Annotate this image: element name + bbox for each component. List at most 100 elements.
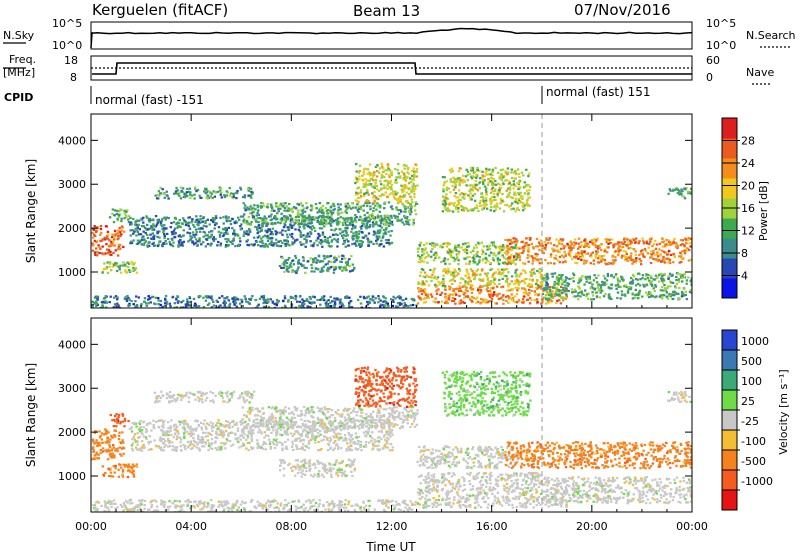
echo-cell [120,220,123,223]
echo-cell [612,244,615,247]
echo-cell [392,190,395,193]
echo-cell [652,242,656,245]
echo-cell [566,282,569,285]
echo-cell [465,184,468,187]
echo-cell [205,238,209,241]
echo-cell [362,185,365,189]
echo-cell [113,456,116,459]
echo-cell [360,306,364,308]
echo-cell [384,297,387,300]
echo-cell [527,247,530,250]
echo-cell [418,245,422,248]
echo-cell [445,189,449,192]
echo-cell [190,236,193,239]
echo-cell [310,270,313,273]
echo-cell [491,183,494,187]
echo-cell [505,250,508,253]
echo-cell [357,186,361,189]
echo-cell [109,455,112,458]
echo-cell [422,282,425,285]
echo-cell [422,260,426,263]
echo-cell [555,301,558,304]
echo-cell [360,244,364,247]
echo-cell [443,181,446,184]
echo-cell [577,237,581,240]
echo-cell [409,208,412,211]
echo-cell [523,245,526,248]
echo-cell [470,177,474,180]
echo-cell [471,207,474,211]
echo-cell [263,234,267,237]
echo-cell [516,289,519,292]
echo-cell [194,228,198,231]
echo-cell [455,274,458,277]
echo-cell [680,188,683,191]
echo-cell [250,196,253,199]
echo-cell [572,274,576,277]
echo-cell [285,240,288,243]
echo-cell [513,169,517,172]
echo-cell [463,301,466,304]
echo-cell [127,266,130,269]
echo-cell [599,284,602,287]
echo-cell [261,242,264,245]
echo-cell [660,277,663,280]
echo-cell [424,276,427,279]
echo-cell [130,260,133,263]
echo-cell [562,289,565,292]
echo-cell [465,256,469,259]
echo-cell [656,259,659,262]
nsky-tick-bottom: 10^0 [52,39,82,52]
echo-cell [471,270,474,273]
echo-cell [132,268,135,271]
echo-cell [437,301,440,304]
echo-cell [384,214,387,217]
echo-cell [336,297,339,300]
echo-cell [376,238,379,241]
echo-cell [505,262,508,265]
echo-cell [454,258,457,261]
echo-cell [473,171,477,174]
echo-cell [237,216,240,219]
echo-cell [317,232,320,235]
echo-cell [448,295,451,298]
echo-cell [248,229,252,232]
echo-cell [570,248,573,251]
echo-cell [333,238,336,241]
echo-cell [471,284,474,287]
echo-cell [670,297,674,300]
echo-cell [545,281,548,284]
echo-cell [294,254,297,258]
echo-cell [656,253,659,256]
echo-cell [179,238,182,242]
echo-cell [574,238,577,241]
echo-cell [641,249,644,252]
echo-cell [457,263,460,266]
echo-cell [389,187,393,191]
echo-cell [356,187,359,190]
echo-cell [518,176,521,179]
echo-cell [451,210,455,213]
echo-cell [506,295,509,298]
echo-cell [426,295,429,298]
echo-cell [525,200,529,203]
echo-cell [112,425,115,428]
echo-cell [449,249,452,252]
echo-cell [665,243,669,246]
echo-cell [369,172,372,175]
echo-cell [188,296,191,299]
echo-cell [507,251,510,254]
echo-cell [239,215,243,218]
echo-cell [420,293,424,296]
echo-cell [325,256,329,259]
echo-cell [387,224,391,228]
echo-cell [441,203,445,206]
echo-cell [302,259,305,262]
echo-cell [628,286,631,289]
echo-cell [377,297,381,300]
echo-cell [669,293,673,296]
echo-cell [319,207,322,210]
echo-cell [110,269,113,272]
echo-cell [413,185,417,188]
echo-cell [246,187,250,190]
